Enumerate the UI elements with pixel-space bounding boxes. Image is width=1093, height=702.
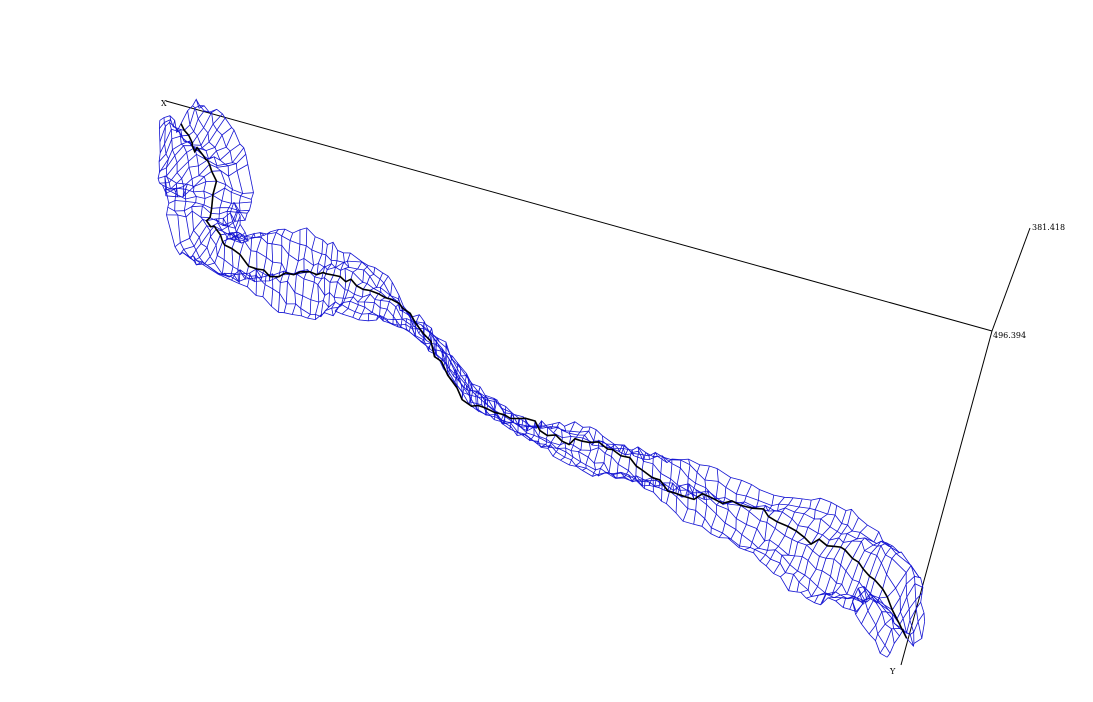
axis-label-x: X	[161, 99, 167, 108]
mesh-cross-line	[341, 265, 369, 315]
mesh-cross-line	[352, 267, 376, 318]
mesh-cross-line	[174, 202, 235, 248]
mesh-cross-line	[773, 500, 812, 574]
mesh-cross-line	[765, 498, 803, 567]
mesh-cross-line	[661, 458, 673, 502]
axis-label-y: Y	[889, 667, 896, 676]
mesh-cross-line	[358, 272, 384, 321]
mesh-cross-line	[335, 252, 351, 313]
mesh-cross-line	[868, 593, 923, 635]
terrain-wireframe-mesh	[157, 98, 925, 658]
mesh-cross-line	[300, 236, 316, 316]
mesh-cross-line	[759, 497, 794, 562]
mesh-cross-line	[814, 517, 859, 603]
mesh-cross-line	[855, 551, 902, 612]
mesh-cross-line	[395, 307, 412, 328]
mesh-cross-line	[569, 427, 584, 466]
mesh-cross-line	[324, 250, 338, 313]
mesh-cross-line	[592, 435, 604, 477]
mesh-cross-line	[718, 480, 742, 538]
mesh-cross-line	[483, 394, 489, 416]
mesh-cross-line	[158, 113, 223, 162]
mesh-cross-line	[255, 231, 271, 296]
mesh-cross-line	[788, 502, 832, 591]
mesh-cross-line	[620, 448, 635, 479]
mesh-cross-line	[753, 497, 785, 553]
mesh-cross-line	[727, 484, 752, 540]
mesh-cross-line	[575, 426, 591, 467]
centerline-path	[180, 123, 908, 639]
top-diagonal-axis	[165, 100, 993, 332]
right-edge-axis	[900, 330, 993, 666]
mesh-long-line	[172, 120, 900, 637]
mesh-cross-line	[182, 215, 241, 260]
mesh-long-line	[195, 99, 923, 639]
mesh-cross-line	[159, 127, 232, 172]
mesh-cross-line	[315, 244, 328, 320]
mesh-cross-line	[165, 188, 252, 204]
mesh-cross-line	[796, 505, 838, 593]
mesh-cross-line	[247, 231, 265, 287]
mesh-cross-line	[539, 423, 554, 448]
mesh-long-line	[198, 105, 925, 622]
z-value-mid-label: 496.394	[993, 331, 1026, 340]
mesh-cross-line	[159, 98, 200, 134]
mesh-cross-line	[166, 187, 252, 200]
mesh-cross-line	[157, 129, 235, 179]
mesh-cross-line	[367, 275, 389, 321]
mesh-cross-line	[320, 242, 334, 317]
mesh-cross-line	[379, 295, 400, 322]
mesh-long-line	[163, 117, 891, 654]
mesh-long-line	[176, 128, 904, 630]
mesh-cross-line	[165, 164, 248, 198]
mesh-cross-line	[821, 531, 880, 604]
mesh-cross-line	[307, 239, 324, 319]
mesh-cross-line	[738, 489, 760, 548]
mesh-cross-line	[827, 540, 883, 599]
z-value-top-label: 381.418	[1032, 223, 1065, 232]
mesh-long-line	[169, 115, 895, 644]
mesh-cross-line	[164, 175, 254, 194]
mesh-cross-line	[634, 451, 650, 486]
mesh-cross-line	[334, 261, 363, 312]
mesh-cross-line	[628, 446, 645, 483]
mesh-long-line	[187, 110, 914, 647]
mesh-long-line	[180, 123, 907, 639]
mesh-cross-line	[475, 386, 483, 413]
mesh-cross-line	[166, 210, 246, 228]
mesh-cross-line	[682, 464, 701, 522]
mesh-cross-line	[262, 229, 279, 297]
mesh-cross-line	[806, 509, 852, 599]
mesh-cross-line	[165, 153, 247, 194]
profile-centerline	[180, 123, 908, 639]
mesh-cross-line	[167, 205, 248, 215]
mesh-cross-line	[701, 468, 719, 527]
mesh-long-line	[192, 105, 915, 644]
mesh-cross-line	[800, 510, 847, 593]
mesh-cross-line	[693, 465, 710, 525]
mesh-cross-line	[852, 564, 920, 602]
vertical-z-axis	[991, 227, 1031, 332]
mesh-cross-line	[159, 105, 205, 131]
mesh-long-line	[157, 120, 888, 658]
mesh-cross-line	[168, 200, 250, 212]
mesh-cross-line	[780, 498, 821, 578]
mesh-cross-line	[534, 420, 543, 444]
mesh-cross-line	[271, 229, 286, 307]
mesh-cross-line	[855, 575, 921, 615]
mesh-cross-line	[159, 110, 210, 143]
mesh-cross-line	[159, 143, 241, 184]
mesh-cross-line	[875, 601, 922, 641]
